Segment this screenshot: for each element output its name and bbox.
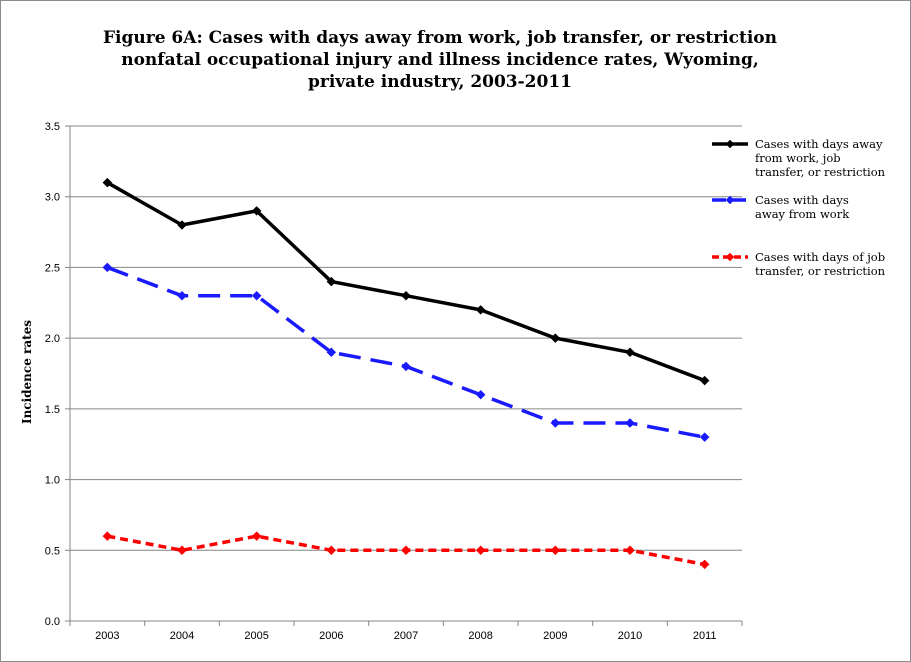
y-tick-label-2.5: 2.5 [45, 262, 60, 274]
series-2-point-2010 [625, 418, 635, 428]
x-tick-label-2008: 2008 [468, 630, 492, 642]
series-3-point-2007 [401, 545, 411, 556]
series-2-point-2008 [475, 389, 486, 400]
series-2-point-2005 [251, 290, 262, 301]
series-2-point-2009 [550, 418, 561, 428]
series-3-point-2009 [550, 545, 561, 556]
y-tick-label-0.0: 0.0 [45, 616, 60, 628]
series-3-point-2004 [177, 545, 187, 556]
y-tick-label-0.5: 0.5 [45, 545, 60, 557]
series-1-point-2005 [251, 206, 262, 216]
legend-marker-2 [725, 195, 735, 205]
series-1-point-2007 [401, 290, 411, 301]
series-2-point-2011 [699, 432, 710, 442]
x-tick-label-2006: 2006 [319, 630, 343, 642]
y-tick-label-1.5: 1.5 [45, 404, 60, 416]
legend-label-1-line-3: transfer, or restriction [755, 165, 886, 179]
y-axis-label: Incidence rates [20, 320, 34, 424]
x-tick-label-2009: 2009 [543, 630, 567, 642]
y-tick-label-2.0: 2.0 [45, 333, 60, 345]
legend-marker-3 [725, 252, 735, 262]
x-tick-label-2003: 2003 [95, 630, 119, 642]
y-tick-label-3.5: 3.5 [45, 121, 60, 133]
series-1-point-2009 [550, 333, 561, 343]
series-1-point-2003 [102, 177, 113, 188]
y-tick-label-1.0: 1.0 [45, 475, 60, 487]
series-1 [102, 177, 710, 386]
y-tick-label-3.0: 3.0 [45, 192, 60, 204]
y-axis-ticks: 0.0 0.5 1.0 1.5 2.0 2.5 3.0 3.5 [45, 121, 70, 628]
x-tick-label-2010: 2010 [618, 630, 642, 642]
series-3-point-2008 [475, 545, 486, 556]
series-1-point-2010 [625, 347, 635, 358]
gridlines [70, 125, 742, 551]
series-2-point-2006 [326, 347, 337, 358]
legend-label-1-line-2: from work, job [755, 151, 841, 165]
series-3 [102, 531, 710, 570]
legend-label-3-line-2: transfer, or restriction [755, 264, 886, 278]
series-1-point-2011 [699, 375, 710, 386]
chart-title-line-2: nonfatal occupational injury and illness… [121, 50, 759, 70]
legend-marker-1 [725, 139, 735, 149]
chart-title-line-3: private industry, 2003-2011 [308, 72, 572, 92]
chart-title: Figure 6A: Cases with days away from wor… [30, 27, 850, 93]
x-tick-label-2007: 2007 [394, 630, 418, 642]
series-1-line [106, 181, 706, 383]
series-3-point-2011 [699, 559, 710, 570]
series-2-point-2004 [177, 290, 187, 301]
legend-label-2-line-1: Cases with days [755, 193, 849, 207]
series-3-point-2005 [251, 531, 262, 541]
axes [69, 126, 742, 622]
series-1-point-2006 [326, 276, 337, 287]
x-tick-label-2004: 2004 [170, 630, 194, 642]
x-axis-ticks: 2003 2004 2005 2006 2007 2008 2009 2010 2011 [69, 621, 743, 642]
data-series [102, 177, 710, 570]
series-2-point-2007 [401, 361, 411, 372]
series-2 [102, 262, 710, 442]
series-2-point-2003 [102, 262, 113, 273]
series-1-point-2004 [177, 220, 187, 230]
series-3-point-2010 [625, 545, 635, 556]
x-tick-label-2011: 2011 [693, 630, 717, 642]
legend-label-2-line-2: away from work [755, 207, 850, 221]
chart-title-line-1: Figure 6A: Cases with days away from wor… [102, 28, 778, 48]
series-1-point-2008 [475, 305, 486, 315]
series-3-point-2006 [326, 545, 337, 556]
series-3-point-2003 [102, 531, 113, 541]
legend-label-1-line-1: Cases with days away [755, 137, 883, 151]
x-tick-label-2005: 2005 [244, 630, 268, 642]
legend-label-3-line-1: Cases with days of job [755, 250, 885, 264]
